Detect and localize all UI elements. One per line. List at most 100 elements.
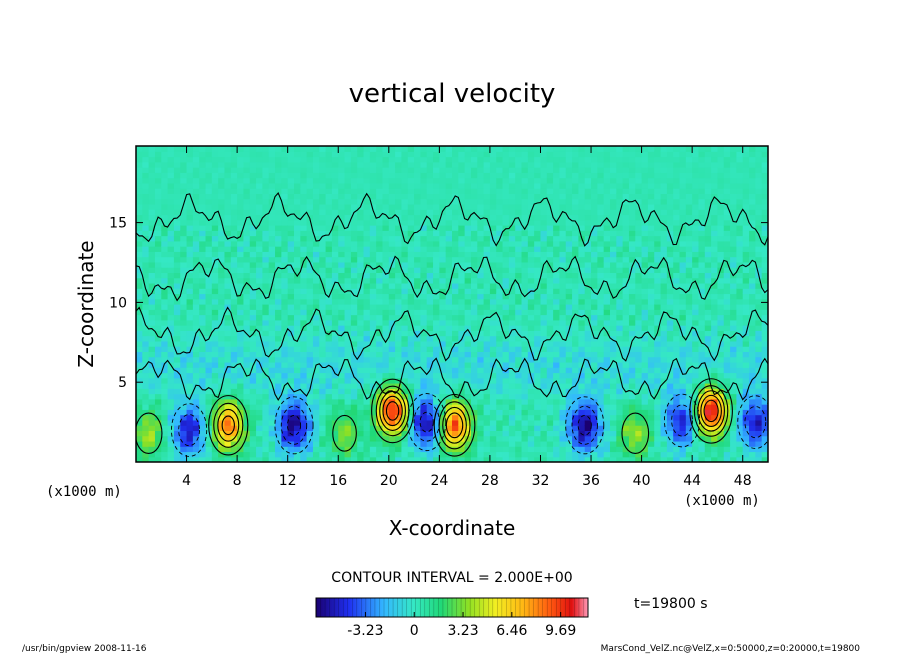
field-cell xyxy=(420,214,428,221)
field-cell xyxy=(199,167,207,173)
field-cell xyxy=(521,177,529,184)
field-cell xyxy=(325,425,333,431)
field-cell xyxy=(496,440,504,447)
field-cell xyxy=(464,435,472,442)
field-cell xyxy=(331,398,339,405)
field-cell xyxy=(256,251,263,258)
field-cell xyxy=(508,267,516,273)
field-cell xyxy=(610,409,617,416)
field-cell xyxy=(477,309,485,316)
field-cell xyxy=(331,219,339,226)
field-cell xyxy=(306,146,314,152)
field-cell xyxy=(452,161,459,168)
field-cell xyxy=(300,240,308,247)
field-cell xyxy=(445,361,453,368)
field-cell xyxy=(572,304,579,310)
field-cell xyxy=(508,235,516,242)
field-cell xyxy=(167,319,175,326)
field-cell xyxy=(502,225,510,231)
field-cell xyxy=(477,219,485,226)
field-cell xyxy=(167,430,175,437)
field-cell xyxy=(521,230,529,237)
field-cell xyxy=(243,288,251,295)
field-cell xyxy=(515,256,523,263)
field-cell xyxy=(540,414,548,421)
field-cell xyxy=(420,404,428,410)
field-cell xyxy=(477,272,485,279)
field-cell xyxy=(407,446,415,453)
field-cell xyxy=(584,456,592,462)
field-cell xyxy=(401,177,409,184)
field-cell xyxy=(414,377,421,384)
field-cell xyxy=(325,393,333,400)
field-cell xyxy=(628,267,636,273)
field-cell xyxy=(647,198,655,205)
field-cell xyxy=(540,298,548,305)
field-cell xyxy=(180,225,188,231)
field-cell xyxy=(338,340,346,347)
field-cell xyxy=(641,230,649,237)
field-cell xyxy=(262,161,270,168)
field-cell xyxy=(578,446,586,453)
field-cell xyxy=(628,361,636,368)
field-cell xyxy=(622,230,630,237)
field-cell xyxy=(553,440,561,447)
field-cell xyxy=(243,156,251,163)
field-cell xyxy=(192,256,200,263)
field-cell xyxy=(249,383,257,389)
field-cell xyxy=(224,156,232,163)
field-cell xyxy=(597,419,605,426)
field-cell xyxy=(647,356,655,363)
field-cell xyxy=(230,377,238,384)
field-cell xyxy=(647,256,655,263)
field-cell xyxy=(249,335,257,342)
field-cell xyxy=(401,351,409,358)
field-cell xyxy=(382,309,390,316)
field-cell xyxy=(382,188,390,194)
field-cell xyxy=(331,298,339,305)
field-cell xyxy=(350,314,358,321)
field-cell xyxy=(142,330,150,337)
field-cell xyxy=(338,451,346,458)
field-cell xyxy=(496,203,504,210)
field-cell xyxy=(445,261,453,268)
field-cell xyxy=(211,240,219,247)
field-cell xyxy=(382,230,390,237)
field-cell xyxy=(420,277,428,284)
field-cell xyxy=(154,372,162,379)
field-cell xyxy=(426,251,434,258)
field-cell xyxy=(641,430,649,437)
field-cell xyxy=(445,209,453,216)
field-cell xyxy=(622,314,630,321)
field-cell xyxy=(249,214,257,221)
field-cell xyxy=(294,451,301,458)
field-cell xyxy=(395,304,403,310)
field-cell xyxy=(647,203,655,210)
field-cell xyxy=(527,177,535,184)
field-cell xyxy=(521,409,529,416)
field-cell xyxy=(199,388,207,395)
field-cell xyxy=(578,282,586,289)
field-cell xyxy=(647,298,655,305)
field-cell xyxy=(382,351,390,358)
field-cell xyxy=(369,340,377,347)
field-cell xyxy=(546,435,554,442)
field-cell xyxy=(388,372,396,379)
field-cell xyxy=(192,377,200,384)
field-cell xyxy=(376,246,384,252)
field-cell xyxy=(426,225,434,231)
field-cell xyxy=(527,430,535,437)
field-cell xyxy=(597,377,605,384)
field-cell xyxy=(445,230,453,237)
field-cell xyxy=(167,325,175,331)
field-cell xyxy=(489,156,497,163)
field-cell xyxy=(331,256,339,263)
field-cell xyxy=(578,256,586,263)
field-cell xyxy=(591,314,598,321)
field-cell xyxy=(414,361,421,368)
field-cell xyxy=(319,335,327,342)
field-cell xyxy=(496,151,504,158)
field-cell xyxy=(167,182,175,189)
field-cell xyxy=(483,267,491,273)
field-cell xyxy=(211,261,219,268)
